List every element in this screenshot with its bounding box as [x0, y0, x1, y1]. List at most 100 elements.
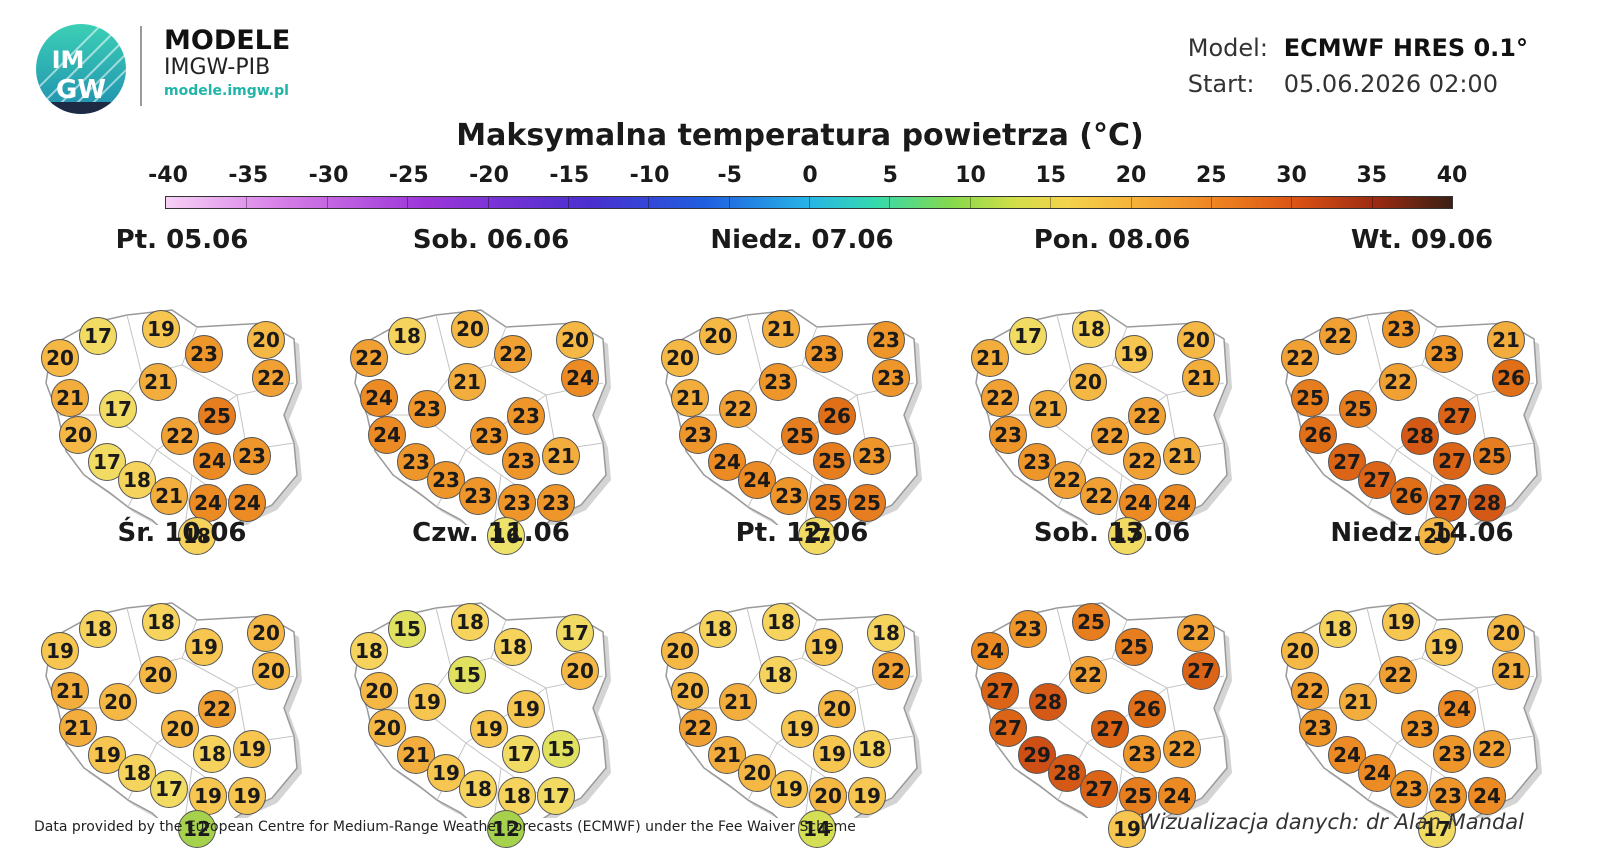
city-temperature-marker: 24: [1158, 777, 1196, 815]
colorbar-tick-label: 20: [1115, 163, 1147, 188]
city-temperature-marker: 19: [805, 628, 843, 666]
city-temperature-marker: 20: [451, 310, 489, 348]
city-temperature-marker: 20: [247, 321, 285, 359]
colorbar-tick-label: 35: [1356, 163, 1388, 188]
city-temperature-marker: 17: [150, 770, 188, 808]
city-temperature-marker: 21: [1029, 390, 1067, 428]
city-temperature-marker: 26: [1299, 416, 1337, 454]
city-temperature-marker: 23: [537, 484, 575, 522]
city-temperature-marker: 22: [1379, 363, 1417, 401]
city-temperature-marker: 21: [397, 736, 435, 774]
city-temperature-marker: 27: [1429, 484, 1467, 522]
city-temperature-marker: 25: [1119, 777, 1157, 815]
city-temperature-marker: 15: [542, 730, 580, 768]
province-border: [1114, 474, 1123, 525]
colorbar-tick-label: -25: [388, 163, 429, 188]
city-temperature-marker: 20: [1069, 363, 1107, 401]
city-temperature-marker: 24: [971, 632, 1009, 670]
start-label: Start:: [1187, 70, 1255, 98]
city-temperature-marker: 18: [388, 317, 426, 355]
imgw-logo: IM GW: [36, 24, 126, 114]
city-temperature-marker: 25: [809, 484, 847, 522]
colorbar-tick-mark: [1210, 197, 1212, 208]
city-temperature-marker: 26: [818, 397, 856, 435]
city-temperature-marker: 20: [809, 777, 847, 815]
city-temperature-marker: 22: [719, 390, 757, 428]
city-temperature-marker: 20: [161, 710, 199, 748]
city-temperature-marker: 24: [189, 484, 227, 522]
city-temperature-marker: 21: [150, 477, 188, 515]
city-temperature-marker: 18: [699, 610, 737, 648]
colorbar-tick-label: -30: [308, 163, 349, 188]
city-temperature-marker: 20: [661, 632, 699, 670]
city-temperature-marker: 26: [1128, 690, 1166, 728]
city-temperature-marker: 27: [1080, 770, 1118, 808]
city-temperature-marker: 21: [59, 709, 97, 747]
city-temperature-marker: 23: [1299, 709, 1337, 747]
city-temperature-marker: 20: [556, 321, 594, 359]
brand-url[interactable]: modele.imgw.pl: [164, 83, 289, 99]
city-temperature-marker: 23: [1018, 443, 1056, 481]
city-temperature-marker: 24: [368, 416, 406, 454]
forecast-date-label: Pon. 08.06: [1033, 225, 1191, 255]
city-temperature-marker: 19: [88, 736, 126, 774]
city-temperature-marker: 21: [51, 379, 89, 417]
city-temperature-marker: 20: [818, 690, 856, 728]
city-temperature-marker: 19: [233, 730, 271, 768]
city-temperature-marker: 27: [1433, 442, 1471, 480]
data-credit: Data provided by the European Centre for…: [34, 819, 856, 835]
city-temperature-marker: 19: [142, 310, 180, 348]
city-temperature-marker: 19: [185, 628, 223, 666]
city-temperature-marker: 24: [228, 484, 266, 522]
city-temperature-marker: 22: [252, 359, 290, 397]
city-temperature-marker: 23: [759, 363, 797, 401]
city-temperature-marker: 20: [252, 652, 290, 690]
city-temperature-marker: 22: [1123, 442, 1161, 480]
city-temperature-marker: 17: [502, 735, 540, 773]
colorbar-tick-mark: [1291, 197, 1293, 208]
colorbar-tick-mark: [1130, 197, 1132, 208]
forecast-date-label: Sob. 06.06: [412, 225, 570, 255]
city-temperature-marker: 23: [1390, 770, 1428, 808]
visualization-credit: Wizualizacja danych: dr Alan Mandal: [1139, 810, 1524, 834]
city-temperature-marker: 25: [1115, 628, 1153, 666]
city-temperature-marker: 17: [798, 517, 836, 555]
city-temperature-marker: 27: [1438, 397, 1476, 435]
model-value: ECMWF HRES 0.1°: [1283, 34, 1528, 62]
city-temperature-marker: 18: [1319, 610, 1357, 648]
city-temperature-marker: 26: [1492, 359, 1530, 397]
city-temperature-marker: 21: [448, 363, 486, 401]
city-temperature-marker: 23: [805, 335, 843, 373]
city-temperature-marker: 22: [1177, 614, 1215, 652]
city-temperature-marker: 20: [360, 672, 398, 710]
city-temperature-marker: 25: [198, 397, 236, 435]
city-temperature-marker: 17: [1108, 517, 1146, 555]
city-temperature-marker: 21: [139, 363, 177, 401]
city-temperature-marker: 21: [1163, 437, 1201, 475]
colorbar-tick-labels: -40 -35 -30 -25 -20 -15 -10 -5 0 5 10 15 20 25 30 35 40: [132, 163, 1467, 193]
city-temperature-marker: 28: [1029, 683, 1067, 721]
colorbar-tick-mark: [246, 197, 248, 208]
city-temperature-marker: 22: [1379, 656, 1417, 694]
city-temperature-marker: 15: [388, 610, 426, 648]
city-temperature-marker: 19: [1382, 603, 1420, 641]
colorbar-tick-label: -5: [717, 163, 742, 188]
province-border: [804, 767, 813, 818]
city-temperature-marker: 18: [762, 603, 800, 641]
city-temperature-marker: 25: [1072, 603, 1110, 641]
city-temperature-marker: 17: [1418, 810, 1456, 848]
colorbar-tick-mark: [969, 197, 971, 208]
city-temperature-marker: 22: [1128, 397, 1166, 435]
city-temperature-marker: 23: [507, 397, 545, 435]
city-temperature-marker: 25: [1339, 390, 1377, 428]
city-temperature-marker: 21: [1339, 683, 1377, 721]
city-temperature-marker: 23: [1401, 710, 1439, 748]
city-temperature-marker: 20: [368, 709, 406, 747]
city-temperature-marker: 22: [161, 417, 199, 455]
city-temperature-marker: 19: [1108, 810, 1146, 848]
colorbar-tick-mark: [809, 197, 810, 208]
colorbar-tick-label: -35: [228, 163, 269, 188]
city-temperature-marker: 21: [1487, 321, 1525, 359]
city-temperature-marker: 19: [507, 690, 545, 728]
brand-block: MODELE IMGW-PIB modele.imgw.pl: [140, 26, 290, 106]
